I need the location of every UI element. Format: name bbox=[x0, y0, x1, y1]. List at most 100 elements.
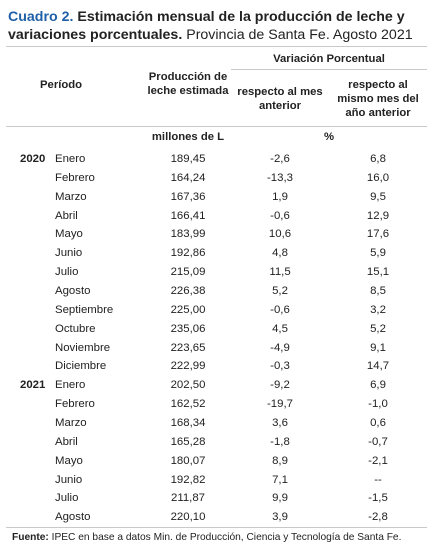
cell-year: 2021 bbox=[20, 379, 46, 392]
cell-month: Septiembre bbox=[55, 303, 114, 316]
header-produccion: Producción de leche estimada bbox=[147, 71, 229, 97]
cell-var-mes: 10,6 bbox=[268, 228, 292, 241]
cell-month: Agosto bbox=[55, 511, 91, 524]
header-anio-anterior: respecto al mismo mes del año anterior bbox=[337, 79, 419, 119]
cell-var-mes: 4,8 bbox=[272, 247, 288, 260]
cell-month: Junio bbox=[55, 247, 83, 260]
unit-produccion: millones de L bbox=[151, 131, 225, 143]
cell-month: Marzo bbox=[55, 417, 87, 430]
table-row: Mayo 180,07 8,9 -2,1 bbox=[0, 452, 433, 471]
cell-produccion: 165,28 bbox=[170, 435, 206, 448]
cell-month: Mayo bbox=[55, 454, 83, 467]
cell-var-mes: -4,9 bbox=[270, 341, 290, 354]
cell-month: Febrero bbox=[55, 398, 95, 411]
cell-produccion: 168,34 bbox=[170, 417, 206, 430]
cell-var-anio: -2,1 bbox=[368, 454, 388, 467]
footnote-text: IPEC en base a datos Min. de Producción,… bbox=[51, 532, 402, 543]
table-row: 2020 Enero 189,45 -2,6 6,8 bbox=[0, 150, 433, 169]
cell-produccion: 223,65 bbox=[170, 341, 206, 354]
cell-var-anio: -1,0 bbox=[368, 398, 388, 411]
cell-var-mes: 7,1 bbox=[272, 473, 288, 486]
cell-year: 2020 bbox=[20, 153, 46, 165]
cell-month: Enero bbox=[55, 379, 86, 392]
cell-produccion: 167,36 bbox=[170, 190, 206, 203]
cell-produccion: 202,50 bbox=[170, 379, 206, 392]
cell-var-mes: 11,5 bbox=[269, 266, 291, 279]
cell-var-mes: -0,6 bbox=[270, 303, 290, 316]
table-row: Agosto 220,10 3,9 -2,8 bbox=[0, 508, 433, 527]
cell-month: Enero bbox=[55, 153, 86, 165]
cell-produccion: 183,99 bbox=[170, 228, 206, 241]
table-row: Mayo 183,99 10,6 17,6 bbox=[0, 225, 433, 244]
cell-month: Julio bbox=[55, 492, 79, 505]
cell-produccion: 166,41 bbox=[170, 209, 206, 222]
title-subtitle: Provincia de Santa Fe. Agosto 2021 bbox=[186, 27, 413, 43]
cell-month: Octubre bbox=[55, 322, 96, 335]
cell-month: Abril bbox=[55, 435, 78, 448]
cell-produccion: 192,82 bbox=[170, 473, 206, 486]
title-bold: Estimación mensual de la producción de l… bbox=[8, 9, 405, 43]
cell-var-anio: 9,1 bbox=[370, 341, 386, 354]
cell-var-mes: -13,3 bbox=[267, 171, 293, 184]
top-rule bbox=[6, 46, 427, 47]
cell-var-mes: 4,5 bbox=[272, 322, 288, 335]
cell-month: Junio bbox=[55, 473, 83, 486]
cell-var-mes: -1,8 bbox=[270, 435, 290, 448]
cell-var-anio: 6,8 bbox=[370, 153, 386, 165]
cell-var-anio: -- bbox=[374, 473, 382, 486]
cell-month: Febrero bbox=[55, 171, 95, 184]
cell-var-anio: 15,1 bbox=[366, 266, 390, 279]
table-row: Diciembre 222,99 -0,3 14,7 bbox=[0, 357, 433, 376]
cell-var-mes: -0,3 bbox=[270, 360, 290, 373]
cell-var-anio: 17,6 bbox=[366, 228, 390, 241]
cell-var-anio: 16,0 bbox=[366, 171, 390, 184]
footnote-label: Fuente: bbox=[12, 532, 49, 543]
cell-var-anio: 5,9 bbox=[370, 247, 386, 260]
cell-produccion: 211,87 bbox=[171, 492, 205, 505]
table-row: Junio 192,82 7,1 -- bbox=[0, 471, 433, 490]
table-row: 2021 Enero 202,50 -9,2 6,9 bbox=[0, 376, 433, 395]
table-row: Julio 211,87 9,9 -1,5 bbox=[0, 489, 433, 508]
cell-var-anio: 8,5 bbox=[370, 285, 386, 298]
cell-var-anio: 14,7 bbox=[366, 360, 390, 373]
cell-month: Julio bbox=[55, 266, 79, 279]
cell-var-anio: 12,9 bbox=[366, 209, 390, 222]
cell-var-mes: 3,6 bbox=[272, 417, 288, 430]
cell-month: Noviembre bbox=[55, 341, 111, 354]
cell-var-mes: 9,9 bbox=[272, 492, 288, 505]
table-row: Febrero 164,24 -13,3 16,0 bbox=[0, 169, 433, 188]
header-periodo: Período bbox=[40, 79, 83, 91]
cell-produccion: 225,00 bbox=[170, 303, 206, 316]
cell-var-anio: 6,9 bbox=[370, 379, 386, 392]
cell-var-anio: 5,2 bbox=[370, 322, 386, 335]
table-row: Septiembre 225,00 -0,6 3,2 bbox=[0, 301, 433, 320]
footnote: Fuente: IPEC en base a datos Min. de Pro… bbox=[12, 531, 401, 544]
cell-var-mes: -19,7 bbox=[267, 398, 293, 411]
cell-var-anio: 0,6 bbox=[370, 417, 386, 430]
cell-produccion: 215,09 bbox=[170, 266, 206, 279]
cell-month: Agosto bbox=[55, 285, 91, 298]
cell-var-mes: 5,2 bbox=[272, 285, 288, 298]
table-row: Abril 165,28 -1,8 -0,7 bbox=[0, 433, 433, 452]
cell-month: Mayo bbox=[55, 228, 83, 241]
header-mes-anterior: respecto al mes anterior bbox=[237, 86, 323, 112]
cell-produccion: 220,10 bbox=[170, 511, 206, 524]
cell-var-anio: -1,5 bbox=[368, 492, 388, 505]
cell-month: Abril bbox=[55, 209, 78, 222]
table-row: Abril 166,41 -0,6 12,9 bbox=[0, 207, 433, 226]
table-row: Octubre 235,06 4,5 5,2 bbox=[0, 320, 433, 339]
table-row: Agosto 226,38 5,2 8,5 bbox=[0, 282, 433, 301]
cell-produccion: 180,07 bbox=[170, 454, 206, 467]
table-title: Cuadro 2. Estimación mensual de la produ… bbox=[8, 8, 427, 44]
cell-produccion: 189,45 bbox=[170, 153, 206, 165]
cell-produccion: 226,38 bbox=[170, 285, 206, 298]
bottom-rule bbox=[6, 527, 427, 528]
cell-var-anio: -0,7 bbox=[368, 435, 388, 448]
cell-var-mes: 3,9 bbox=[272, 511, 288, 524]
unit-porcentaje: % bbox=[323, 131, 335, 143]
cell-var-anio: -2,8 bbox=[368, 511, 388, 524]
cell-var-mes: -9,2 bbox=[270, 379, 290, 392]
header-group-variacion: Variación Porcentual bbox=[273, 53, 385, 65]
cell-var-mes: -0,6 bbox=[270, 209, 290, 222]
